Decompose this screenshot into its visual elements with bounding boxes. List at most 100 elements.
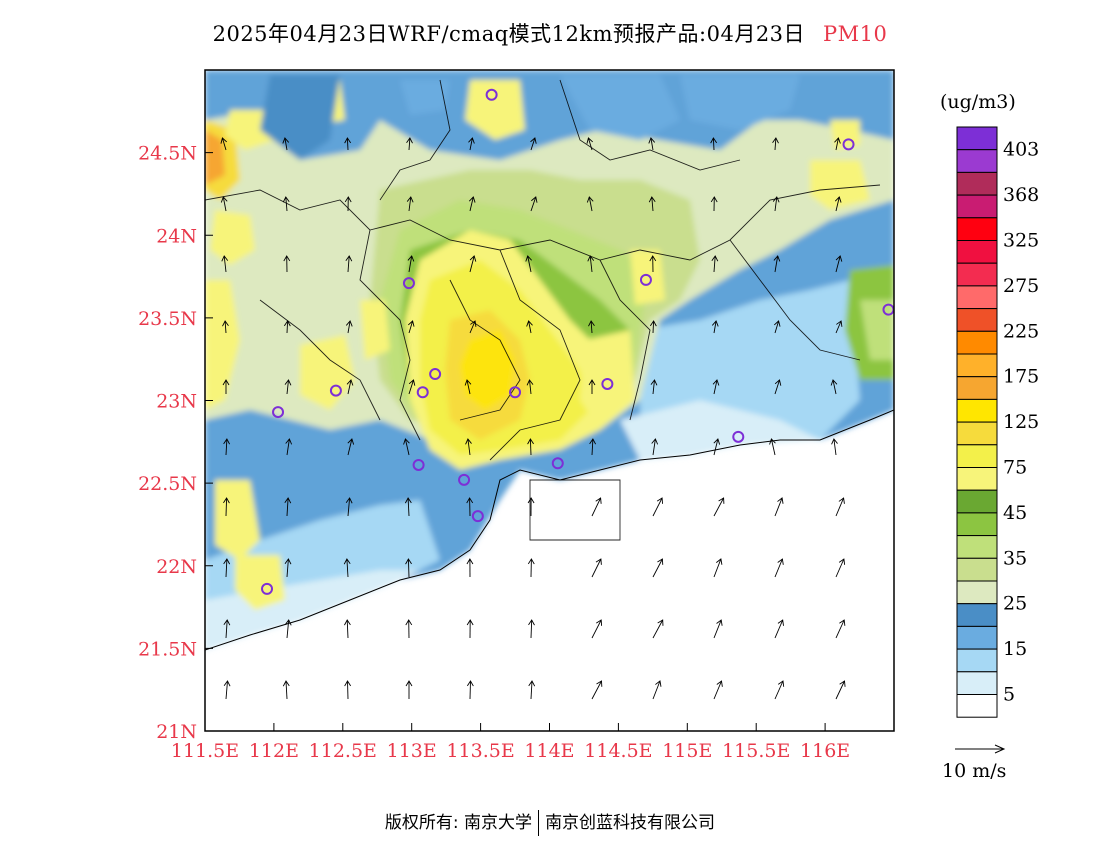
wind-arrow (834, 137, 841, 151)
wind-arrow (774, 680, 785, 700)
x-tick-label: 113E (387, 740, 437, 762)
y-tick-label: 23.5N (138, 308, 197, 330)
wind-arrow (589, 438, 597, 456)
wind-arrow (464, 379, 472, 395)
wind-arrow (649, 320, 657, 334)
y-tick-label: 23N (156, 391, 197, 413)
wind-arrow (466, 558, 474, 578)
wind-arrow (588, 379, 596, 394)
y-tick-label: 24.5N (138, 143, 197, 165)
legend-swatch (956, 444, 998, 468)
footer-separator (538, 810, 540, 836)
legend-level-label: 368 (1003, 184, 1039, 206)
wind-arrow (344, 680, 352, 700)
x-tick-label: 115.5E (722, 740, 790, 762)
wind-arrow (284, 619, 292, 639)
wind-arrow (831, 438, 838, 456)
legend-swatch (956, 171, 998, 196)
wind-arrow (527, 497, 535, 517)
x-tick-label: 116E (800, 740, 850, 762)
y-tick-label: 21N (156, 721, 197, 743)
wind-arrow (282, 196, 290, 212)
wind-vectors (220, 137, 846, 700)
x-tick-label: 115E (662, 740, 712, 762)
title-main: 2025年04月23日WRF/cmaq模式12km预报产品:04月23日 (212, 22, 806, 46)
wind-arrow (221, 255, 229, 273)
wind-arrow (284, 497, 292, 517)
wind-arrow (526, 320, 533, 334)
x-tick-label: 113.5E (446, 740, 514, 762)
wind-arrow (651, 438, 659, 456)
wind-arrow (405, 680, 413, 699)
wind-arrow (344, 137, 352, 151)
wind-arrow (835, 558, 846, 578)
site-marker (639, 273, 652, 286)
wind-arrow (774, 558, 784, 578)
wind-arrow (528, 619, 535, 639)
site-marker (261, 582, 274, 595)
wind-arrow (347, 438, 355, 456)
wind-arrow (586, 137, 594, 151)
site-marker (601, 377, 614, 390)
wind-arrow (587, 255, 595, 273)
legend-swatch (956, 376, 998, 400)
wind-arrow (591, 619, 603, 639)
wind-arrow (345, 320, 353, 334)
wind-arrow (713, 497, 725, 517)
wind-arrow (223, 497, 230, 517)
wind-arrow (711, 255, 719, 273)
site-marker (416, 386, 429, 399)
site-marker (402, 277, 415, 290)
colorbar-legend: (ug/m3) 403 368 325 275 225 175 125 75 45 35 25 15 5… (940, 91, 1039, 782)
legend-level-label: 225 (1003, 320, 1039, 342)
wind-arrow (403, 438, 410, 456)
legend-swatch (956, 398, 998, 423)
wind-arrow (772, 196, 780, 212)
wind-arrow (469, 255, 477, 273)
wind-arrow (223, 619, 231, 639)
x-tick-label: 111.5E (171, 740, 239, 762)
site-marker (272, 406, 285, 419)
wind-arrow (282, 137, 290, 151)
wind-arrow (283, 255, 291, 273)
wind-arrow (528, 680, 536, 700)
wind-arrow (710, 196, 718, 212)
wind-arrow (223, 558, 231, 578)
wind-arrow (405, 558, 412, 578)
wind-arrow (220, 137, 228, 151)
wind-arrow (282, 680, 290, 700)
wind-arrow (468, 137, 475, 151)
title-pollutant: PM10 (823, 22, 888, 46)
legend-swatch (956, 285, 998, 310)
wind-arrow (652, 497, 663, 517)
x-tick-label: 112E (249, 740, 299, 762)
site-marker (485, 88, 498, 101)
wind-arrow (774, 497, 784, 517)
site-marker (429, 368, 442, 381)
wind-arrow (466, 680, 474, 700)
site-marker (842, 138, 855, 151)
wind-arrow (713, 438, 721, 456)
legend-swatch (956, 603, 998, 627)
wind-arrow (713, 619, 723, 639)
wind-arrow (406, 137, 413, 151)
legend-swatch (956, 149, 998, 173)
legend-swatch (956, 648, 998, 673)
wind-arrow (344, 196, 352, 212)
wind-arrow (527, 558, 535, 578)
legend-swatch (956, 308, 998, 332)
wind-arrow (591, 497, 602, 517)
copyright-footer: 版权所有: 南京大学 南京创蓝科技有限公司 (0, 808, 1100, 836)
wind-arrow (652, 619, 664, 639)
y-tick-label: 24N (156, 225, 197, 247)
legend-level-label: 125 (1003, 411, 1039, 433)
site-marker (412, 458, 425, 471)
wind-arrow (469, 320, 477, 334)
legend-level-label: 15 (1003, 638, 1027, 660)
wind-arrow (713, 558, 723, 578)
legend-swatch (956, 489, 998, 514)
vector-scale-label: 10 m/s (942, 760, 1006, 782)
legend-swatch (956, 694, 998, 718)
wind-arrow (407, 320, 415, 334)
